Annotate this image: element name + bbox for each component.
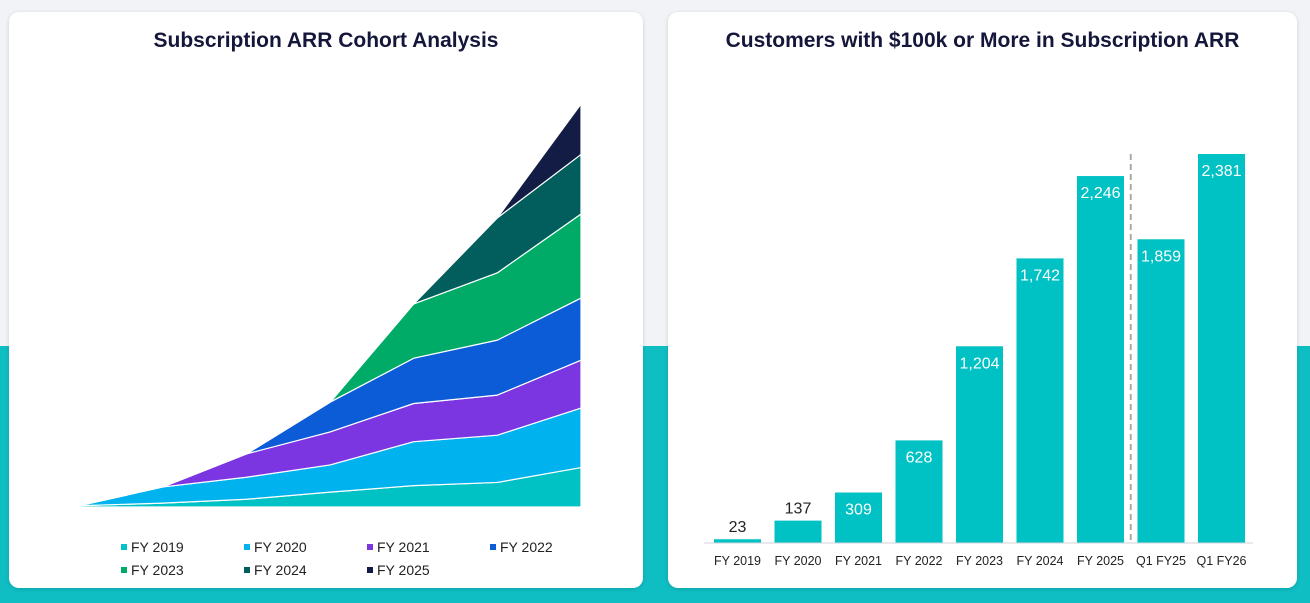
bar-value-label: 2,246 <box>1080 185 1120 202</box>
legend-item-fy-2021: FY 2021 <box>367 539 430 555</box>
x-tick-label: FY 2024 <box>1016 554 1063 568</box>
legend-label: FY 2024 <box>254 562 307 578</box>
legend-item-fy-2023: FY 2023 <box>121 562 184 578</box>
legend-label: FY 2025 <box>377 562 430 578</box>
x-tick-label: FY 2021 <box>835 554 882 568</box>
legend-item-fy-2019: FY 2019 <box>121 539 184 555</box>
x-tick-label: FY 2022 <box>895 554 942 568</box>
legend-swatch <box>367 567 373 573</box>
legend-swatch <box>121 567 127 573</box>
legend-swatch <box>244 567 250 573</box>
legend-label: FY 2023 <box>131 562 184 578</box>
bar-fy-2019 <box>714 539 761 543</box>
legend-swatch <box>490 544 496 550</box>
legend-label: FY 2021 <box>377 539 430 555</box>
legend-swatch <box>244 544 250 550</box>
legend-item-fy-2022: FY 2022 <box>490 539 553 555</box>
cohort-area-chart: FY 2019 FY 2020 FY 2021 FY 2022 FY 2023 FY 20… <box>78 103 582 578</box>
x-tick-label: FY 2023 <box>956 554 1003 568</box>
customers-chart-card: Customers with $100k or More in Subscrip… <box>668 12 1297 588</box>
legend-label: FY 2022 <box>500 539 553 555</box>
legend-swatch <box>121 544 127 550</box>
customers-bar-chart: 23 FY 2019 137 FY 2020 309 FY 2021 628 FY 2022 1… <box>704 154 1253 568</box>
legend-swatch <box>367 544 373 550</box>
bar-value-label: 1,204 <box>959 355 999 372</box>
bar-q1-fy26 <box>1198 154 1245 543</box>
legend-item-fy-2024: FY 2024 <box>244 562 307 578</box>
legend-label: FY 2020 <box>254 539 307 555</box>
cohort-chart-title: Subscription ARR Cohort Analysis <box>153 29 499 52</box>
bar-fy-2020 <box>774 520 822 543</box>
x-tick-label: FY 2020 <box>774 554 821 568</box>
area-series-fy-2025 <box>78 103 582 507</box>
bar-value-label: 2,381 <box>1201 163 1241 180</box>
legend-item-fy-2025: FY 2025 <box>367 562 430 578</box>
bar-fy-2021 <box>835 492 882 543</box>
bar-value-label: 23 <box>729 519 747 536</box>
bar-value-label: 628 <box>906 449 933 466</box>
bar-fy-2024 <box>1016 258 1064 543</box>
x-tick-label: FY 2025 <box>1077 554 1124 568</box>
legend-label: FY 2019 <box>131 539 184 555</box>
bar-fy-2022 <box>895 440 943 543</box>
bar-value-label: 1,859 <box>1141 248 1181 265</box>
x-tick-label: Q1 FY26 <box>1196 554 1246 568</box>
bar-value-label: 1,742 <box>1020 267 1060 284</box>
bar-fy-2025 <box>1077 176 1124 544</box>
customers-chart-title: Customers with $100k or More in Subscrip… <box>725 29 1240 52</box>
x-tick-label: FY 2019 <box>714 554 761 568</box>
bar-fy-2023 <box>956 346 1003 543</box>
bar-q1-fy25 <box>1137 239 1185 543</box>
bar-value-label: 309 <box>845 502 872 519</box>
x-tick-label: Q1 FY25 <box>1136 554 1186 568</box>
cohort-chart-card: Subscription ARR Cohort Analysis FY 2019… <box>9 12 643 588</box>
bar-value-label: 137 <box>785 501 812 518</box>
legend-item-fy-2020: FY 2020 <box>244 539 307 555</box>
